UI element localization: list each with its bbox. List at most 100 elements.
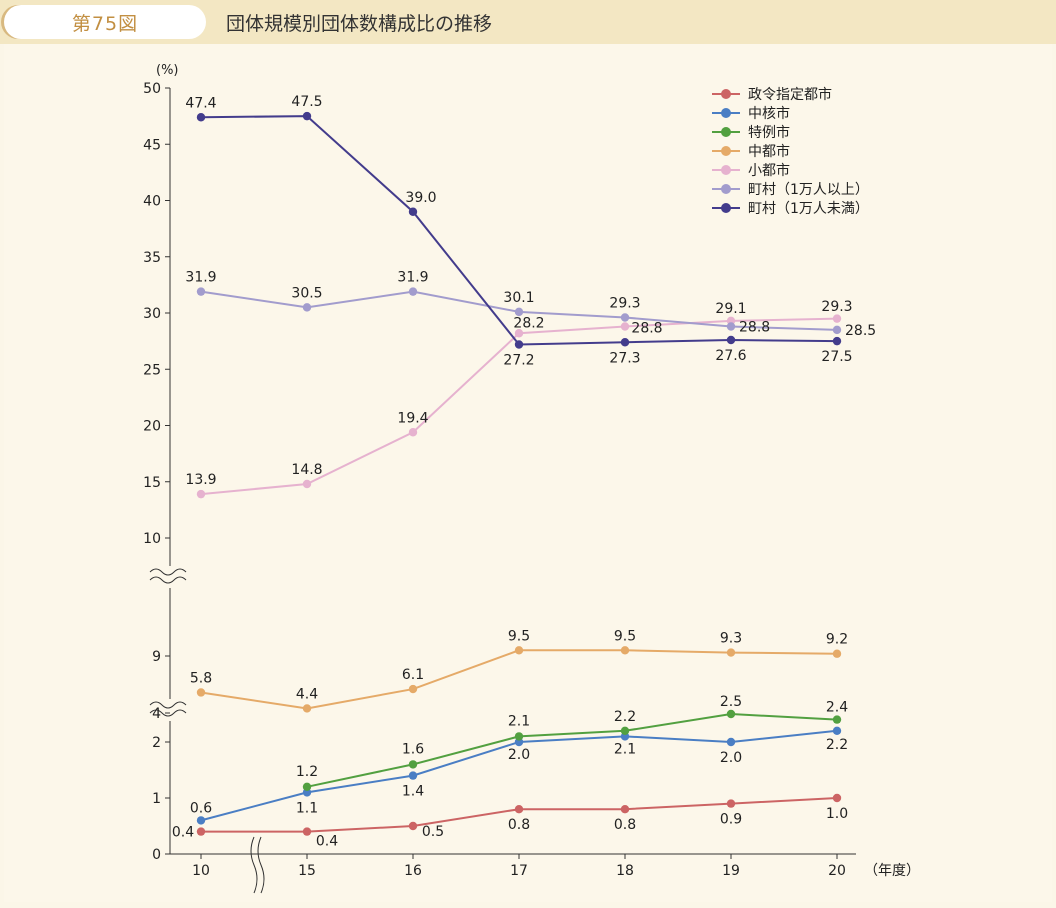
y-tick-label: 20 <box>143 419 161 435</box>
legend-item: 政令指定都市 <box>712 84 869 103</box>
axis-break-mark <box>149 701 187 709</box>
x-tick-label: 17 <box>510 863 528 879</box>
data-label: 27.5 <box>821 349 852 365</box>
data-point <box>302 782 312 791</box>
x-tick-label: 10 <box>192 863 210 879</box>
x-tick-label: 16 <box>404 863 422 879</box>
data-point <box>302 704 312 713</box>
y-tick-label: 50 <box>143 81 161 97</box>
data-label: 0.4 <box>316 834 338 850</box>
legend-swatch <box>712 183 740 194</box>
data-label: 1.0 <box>826 806 848 822</box>
y-tick-label: 40 <box>143 194 161 210</box>
data-point <box>832 726 842 735</box>
data-point <box>832 314 842 323</box>
data-point <box>726 322 736 331</box>
axis-break-mark <box>149 576 187 584</box>
legend-item: 町村（1万人未満） <box>712 198 869 217</box>
data-label: 30.1 <box>503 290 534 306</box>
data-point <box>196 688 206 697</box>
data-point <box>408 684 418 694</box>
data-label: 2.4 <box>826 700 848 716</box>
legend-swatch <box>712 164 740 175</box>
chart-area: 10 15 20 25 30 35 40 45 50 9 4 0 1 2 (%) 10 15 16 17 18 19 20… <box>4 44 1052 902</box>
legend-label: 町村（1万人未満） <box>748 200 869 217</box>
data-point <box>620 322 630 331</box>
data-label: 47.5 <box>291 94 322 110</box>
data-label: 9.5 <box>508 628 530 644</box>
series-line-2 <box>306 712 838 788</box>
data-point <box>302 479 312 489</box>
data-point <box>726 799 736 808</box>
figure-number: 第75図 <box>71 12 139 35</box>
y-tick-label: 35 <box>143 250 161 266</box>
axis-break-mark <box>149 709 187 717</box>
data-label: 28.8 <box>739 320 770 336</box>
figure-header: 第75図 団体規模別団体数構成比の推移 <box>0 0 1056 44</box>
data-point <box>832 649 842 658</box>
legend-item: 特例市 <box>712 122 869 141</box>
data-point <box>196 827 206 836</box>
x-axis-label: （年度） <box>864 863 920 879</box>
y-axis-label: (%) <box>156 63 179 78</box>
data-label: 6.1 <box>402 667 424 683</box>
data-label: 27.6 <box>715 348 746 364</box>
data-label: 9.5 <box>614 628 636 644</box>
x-axis-break-mark <box>257 836 265 894</box>
legend-label: 特例市 <box>748 124 790 141</box>
y-tick-label: 15 <box>143 475 161 491</box>
data-point <box>408 207 418 216</box>
data-point <box>408 760 418 769</box>
data-label: 1.2 <box>296 764 318 780</box>
legend-item: 中核市 <box>712 103 869 122</box>
data-point <box>196 489 206 499</box>
y-tick-label: 0 <box>152 847 161 863</box>
data-label: 29.3 <box>821 299 852 315</box>
data-label: 31.9 <box>397 270 428 286</box>
data-point <box>514 329 524 338</box>
y-tick-label: 10 <box>143 531 161 547</box>
data-point <box>408 771 418 780</box>
legend-marker <box>721 145 731 156</box>
data-point <box>620 313 630 322</box>
y-tick-label: 2 <box>152 735 161 751</box>
data-label: 2.0 <box>720 750 742 766</box>
data-label: 1.6 <box>402 741 424 757</box>
legend-item: 町村（1万人以上） <box>712 179 869 198</box>
y-tick-label: 45 <box>143 137 161 153</box>
legend-marker <box>721 88 731 99</box>
y-tick-label: 1 <box>152 791 161 807</box>
data-label: 0.9 <box>720 812 742 828</box>
x-tick-label: 15 <box>298 863 316 879</box>
data-point <box>514 340 524 349</box>
data-point <box>196 113 206 122</box>
data-label: 5.8 <box>190 670 212 686</box>
legend-label: 中都市 <box>748 143 790 160</box>
y-tick-label: 30 <box>143 306 161 322</box>
legend-swatch <box>712 202 740 213</box>
legend-marker <box>721 126 731 137</box>
data-label: 2.1 <box>614 741 636 757</box>
y-tick-label: 25 <box>143 362 161 378</box>
legend-swatch <box>712 126 740 137</box>
figure-number-badge: 第75図 <box>4 5 206 39</box>
data-label: 0.4 <box>172 825 194 841</box>
data-point <box>408 821 418 831</box>
data-point <box>620 805 630 814</box>
x-tick-label: 18 <box>616 863 634 879</box>
y-tick-label: 9 <box>152 649 161 665</box>
legend-marker <box>721 107 731 118</box>
data-label: 9.3 <box>720 631 742 647</box>
data-label: 0.5 <box>422 824 444 840</box>
legend-swatch <box>712 145 740 156</box>
data-label: 1.1 <box>296 800 318 816</box>
data-label: 31.9 <box>185 270 216 286</box>
data-point <box>196 287 206 296</box>
legend: 政令指定都市 中核市 特例市 中都市 小都市 町村（1万人以上） 町村（1万人未満） <box>712 84 869 217</box>
data-label: 2.5 <box>720 694 742 710</box>
data-label: 0.6 <box>190 800 212 816</box>
data-label: 47.4 <box>185 95 216 111</box>
data-point <box>408 428 418 437</box>
data-point <box>832 336 842 346</box>
